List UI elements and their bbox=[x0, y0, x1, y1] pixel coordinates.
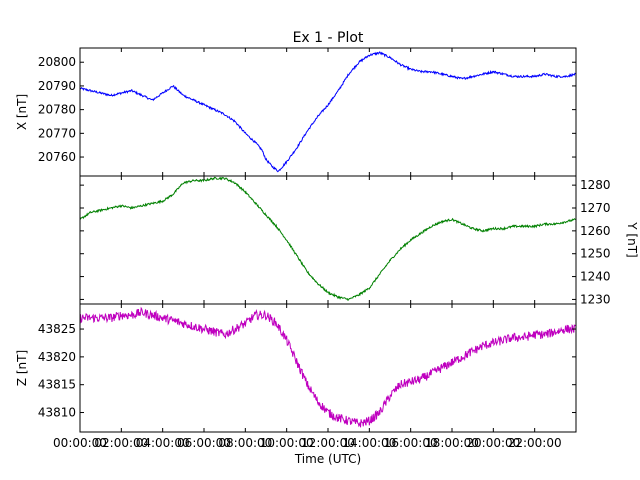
y-tick-label: 20770 bbox=[38, 126, 76, 140]
y-tick-label: 1230 bbox=[580, 292, 611, 306]
y-tick-label: 43815 bbox=[38, 378, 76, 392]
y-tick-label: 1250 bbox=[580, 247, 611, 261]
series-line-1 bbox=[80, 51, 576, 173]
y-tick-label: 43820 bbox=[38, 350, 76, 364]
series-line-1 bbox=[80, 176, 576, 301]
x-tick-label: 12:00:00 bbox=[301, 436, 355, 450]
x-tick-label: 04:00:00 bbox=[136, 436, 190, 450]
y-tick-label: 43825 bbox=[38, 322, 76, 336]
y-tick-label: 20790 bbox=[38, 79, 76, 93]
y-tick-label: 20780 bbox=[38, 103, 76, 117]
panel-3: 43810 43815 43820 43825 Z [nT] 00:00:0002:00:… bbox=[15, 303, 577, 450]
x-tick-label: 10:00:00 bbox=[260, 436, 314, 450]
y-tick-label: 1280 bbox=[580, 178, 611, 192]
y-tick-label: 43810 bbox=[38, 406, 76, 420]
x-tick-label: 06:00:00 bbox=[177, 436, 231, 450]
y-tick-label: 1270 bbox=[580, 201, 611, 215]
y-axis-label: Y [nT] bbox=[625, 221, 639, 257]
x-tick-label: 16:00:00 bbox=[384, 436, 438, 450]
x-tick-label: 08:00:00 bbox=[218, 436, 272, 450]
x-tick-label: 02:00:00 bbox=[94, 436, 148, 450]
y-axis-label: Z [nT] bbox=[15, 350, 29, 386]
x-tick-label: 20:00:00 bbox=[466, 436, 520, 450]
x-tick-label: 22:00:00 bbox=[508, 436, 562, 450]
panel-2: 1230 1240 1250 1260 1270 1280 Y [nT] bbox=[79, 175, 639, 306]
y-axis-label: X [nT] bbox=[15, 94, 29, 130]
figure-title: Ex 1 - Plot bbox=[293, 30, 364, 46]
y-tick-label: 20800 bbox=[38, 55, 76, 69]
x-tick-label: 00:00:00 bbox=[53, 436, 107, 450]
series-line-1 bbox=[80, 306, 576, 428]
y-tick-label: 1240 bbox=[580, 270, 611, 284]
y-tick-label: 20760 bbox=[38, 150, 76, 164]
y-tick-label: 1260 bbox=[580, 224, 611, 238]
x-tick-label: 18:00:00 bbox=[425, 436, 479, 450]
x-axis-label: Time (UTC) bbox=[294, 452, 361, 466]
x-tick-label: 14:00:00 bbox=[342, 436, 396, 450]
